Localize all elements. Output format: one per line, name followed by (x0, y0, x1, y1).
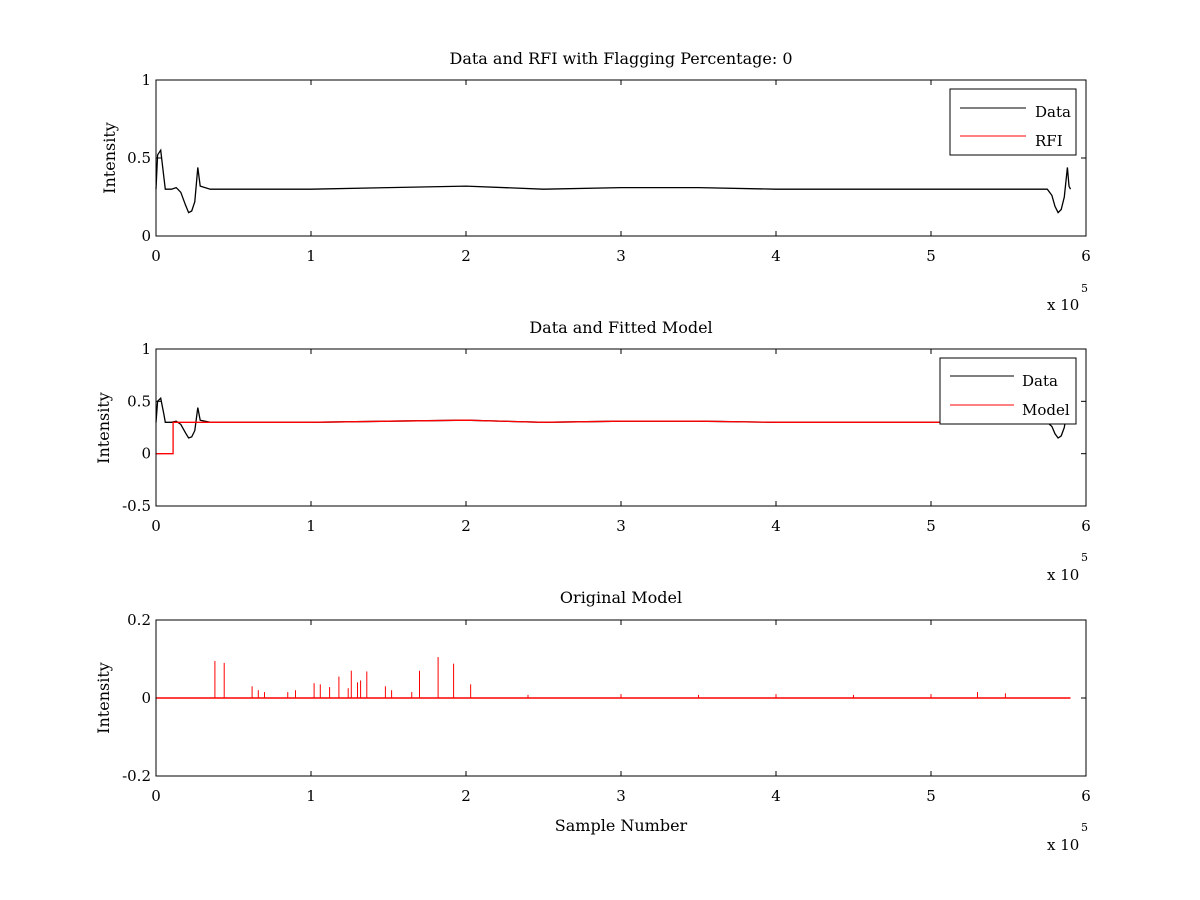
chart-title: Original Model (560, 588, 682, 607)
axes-frame (155, 79, 1087, 237)
axes-frame (155, 348, 1087, 507)
chart-title: Data and Fitted Model (529, 318, 712, 337)
y-tick-label: 0.5 (127, 149, 151, 167)
y-tick-label: 0 (141, 445, 151, 463)
y-axis-label: Intensity (94, 662, 113, 734)
legend-label-data: Data (1035, 103, 1071, 121)
x-multiplier-exponent: 5 (1081, 282, 1088, 295)
legend-box (939, 357, 1077, 425)
x-tick-label: 1 (306, 787, 316, 805)
subplot-original-model: Original Model Intensity 0 1 2 3 4 5 6-0.200.2… (94, 588, 1091, 854)
x-tick-label: 2 (461, 787, 471, 805)
x-tick-label: 3 (616, 517, 626, 535)
legend: Data RFI (949, 88, 1077, 156)
x-multiplier-exponent: 5 (1081, 551, 1088, 564)
y-tick-label: 0.2 (127, 611, 151, 629)
y-tick-label: 0 (141, 689, 151, 707)
plot-area (155, 148, 1072, 214)
y-tick-label: 1 (141, 340, 151, 358)
x-tick-label: 3 (616, 247, 626, 265)
x-tick-label: 4 (771, 517, 781, 535)
y-tick-label: 1 (141, 71, 151, 89)
chart-title: Data and RFI with Flagging Percentage: 0 (449, 49, 792, 68)
y-axis-label: Intensity (100, 122, 119, 194)
x-tick-label: 0 (151, 247, 161, 265)
x-tick-label: 5 (926, 787, 936, 805)
axes-frame (155, 619, 1087, 777)
x-tick-label: 1 (306, 517, 316, 535)
series-line-data (155, 148, 1072, 214)
x-tick-label: 4 (771, 787, 781, 805)
x-axis-label: Sample Number (555, 816, 688, 835)
x-tick-label: 4 (771, 247, 781, 265)
subplot-data-and-fitted-model: Data and Fitted Model Intensity 0 1 2 3 4 5 6 -… (94, 318, 1091, 584)
x-tick-label: 6 (1081, 517, 1091, 535)
x-tick-label: 6 (1081, 247, 1091, 265)
legend-label-data: Data (1022, 372, 1058, 390)
x-multiplier-label: x 10 (1047, 836, 1079, 854)
plot-area (156, 657, 1071, 699)
plot-area (155, 396, 1072, 455)
subplot-data-and-rfi: Data and RFI with Flagging Percentage: 0… (100, 49, 1091, 314)
x-tick-label: 2 (461, 247, 471, 265)
x-tick-label: 5 (926, 517, 936, 535)
legend-label-model: Model (1022, 401, 1070, 419)
x-tick-label: 6 (1081, 787, 1091, 805)
x-tick-label: 3 (616, 787, 626, 805)
x-multiplier-label: x 10 (1047, 296, 1079, 314)
y-tick-label: 0.5 (127, 392, 151, 410)
y-tick-label: 0 (141, 227, 151, 245)
legend-box (949, 88, 1077, 156)
series-line-model (156, 419, 1009, 455)
x-tick-label: 0 (151, 787, 161, 805)
x-multiplier-exponent: 5 (1081, 821, 1088, 834)
x-tick-label: 2 (461, 517, 471, 535)
y-tick-label: -0.2 (122, 767, 151, 785)
legend: Data Model (939, 357, 1077, 425)
x-tick-label: 0 (151, 517, 161, 535)
x-tick-label: 5 (926, 247, 936, 265)
y-tick-label: -0.5 (122, 497, 151, 515)
legend-label-rfi: RFI (1035, 132, 1063, 150)
x-tick-label: 1 (306, 247, 316, 265)
x-multiplier-label: x 10 (1047, 566, 1079, 584)
y-axis-label: Intensity (94, 392, 113, 464)
